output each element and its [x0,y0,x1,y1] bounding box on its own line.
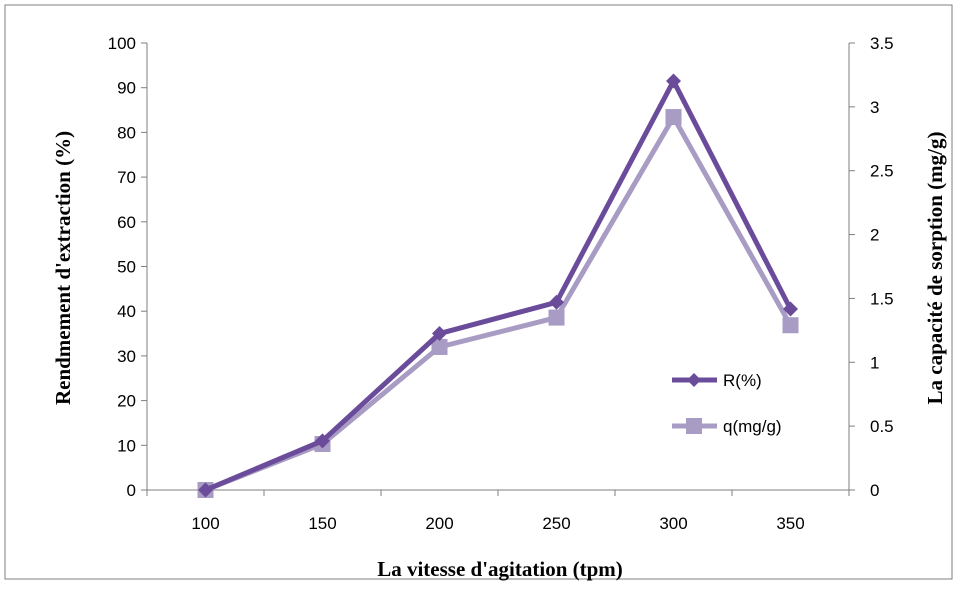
y-tick-label: 0 [127,481,136,500]
data-point-r [432,326,447,342]
y2-tick-label: 3 [870,98,879,117]
data-point-q [431,338,448,355]
series-line-r [204,78,793,493]
y-tick-label: 90 [117,79,136,98]
legend-item-r: R(%) [672,371,762,390]
y2-tick-label: 1.5 [870,289,894,308]
data-point-r [198,482,213,498]
y2-tick-label: 3.5 [870,34,894,53]
x-axis-title: La vitesse d'agitation (tpm) [377,557,623,581]
x-tick-label: 300 [659,514,687,533]
data-point-q [665,109,682,126]
y-tick-label: 10 [117,436,136,455]
chart-frame [4,4,953,580]
y-tick-label: 30 [117,347,136,366]
y-axis-title: Rendmement d'extraction (%) [51,131,75,405]
axes: 0 10 20 30 40 50 60 70 80 90 100 0 0.5 1 1.5 2 2.5 3 3.5 10… [108,34,894,533]
y2-tick-label: 1 [870,353,879,372]
y-tick-label: 100 [108,34,136,53]
data-point-r [549,294,564,310]
x-tick-label: 200 [425,514,453,533]
y-tick-label: 50 [117,258,136,277]
series-layer [197,73,799,498]
data-point-r [315,433,330,449]
y2-tick-label: 0.5 [870,417,894,436]
y-tick-label: 20 [117,392,136,411]
y-tick-label: 40 [117,302,136,321]
legend-square-marker [686,418,702,434]
legend-item-q: q(mg/g) [672,417,782,436]
y-tick-label: 70 [117,168,136,187]
legend-label-r: R(%) [723,371,762,390]
data-point-r [666,73,681,89]
legend-label-q: q(mg/g) [723,417,782,436]
legend: R(%) q(mg/g) [672,371,782,436]
y2-tick-label: 2 [870,226,879,245]
x-tick-label: 350 [776,514,804,533]
data-point-r [783,301,798,317]
y2-tick-label: 0 [870,481,879,500]
data-point-q [548,309,565,326]
legend-diamond-marker [687,373,701,387]
x-tick-label: 250 [542,514,570,533]
y2-axis-title: La capacité de sorption (mg/g) [923,132,947,405]
x-tick-label: 150 [308,514,336,533]
y-tick-label: 60 [117,213,136,232]
y2-tick-label: 2.5 [870,162,894,181]
y-tick-label: 80 [117,123,136,142]
x-tick-label: 100 [191,514,219,533]
data-point-q [782,317,799,334]
